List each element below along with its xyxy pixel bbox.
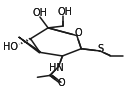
Circle shape [55, 79, 63, 85]
Text: HO: HO [3, 42, 18, 52]
Circle shape [9, 43, 20, 51]
Text: HN: HN [49, 63, 64, 73]
Text: OH: OH [32, 8, 47, 18]
Text: O: O [57, 78, 65, 88]
Text: OH: OH [57, 7, 73, 17]
Text: O: O [75, 28, 83, 38]
Text: S: S [97, 44, 104, 54]
Text: OH: OH [32, 8, 47, 18]
Circle shape [57, 12, 69, 20]
Text: S: S [97, 44, 104, 54]
Text: O: O [75, 28, 83, 38]
Circle shape [96, 48, 104, 54]
Text: OH: OH [57, 7, 73, 17]
Text: HN: HN [49, 63, 64, 73]
Text: HO: HO [3, 42, 18, 52]
Circle shape [53, 63, 64, 70]
Circle shape [34, 13, 46, 21]
Circle shape [13, 33, 24, 41]
Circle shape [73, 33, 81, 38]
Polygon shape [19, 37, 41, 53]
Text: O: O [57, 78, 65, 88]
